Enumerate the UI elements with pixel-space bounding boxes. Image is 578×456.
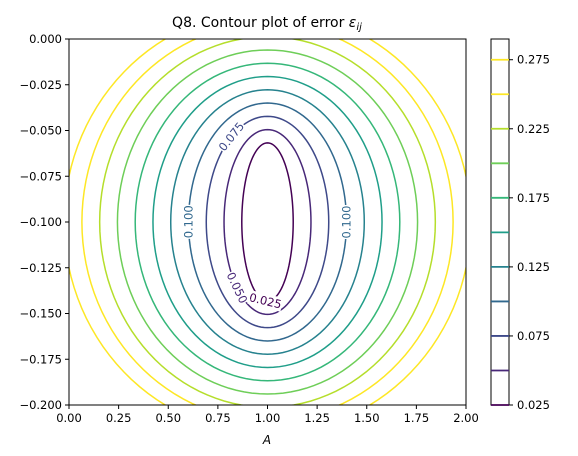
colorbar-tick-label: 0.075 [517,329,550,343]
contour-label: 0.100 [181,205,195,238]
x-tick-label: 1.75 [404,411,430,425]
contour-label: 0.075 [216,119,247,153]
contour-line [241,142,294,302]
contour-line [205,115,330,329]
chart-title: Q8. Contour plot of error εij [172,15,362,33]
y-axis: 0.000 −0.025 −0.050 −0.075 −0.100 −0.125 −0.15… [19,32,69,412]
y-tick-label: −0.175 [19,352,62,366]
contour-label-bg [215,118,248,155]
x-tick-label: 0.50 [155,411,181,425]
x-tick-label: 0.00 [56,411,82,425]
colorbar: 0.275 0.225 0.175 0.125 0.075 0.025 [490,38,550,412]
x-axis: 0.00 0.25 0.50 0.75 1.00 1.25 1.50 1.75 2.00 [56,405,479,425]
y-tick-label: −0.025 [19,78,62,92]
contour-label-bg [339,204,354,239]
y-tick-label: 0.000 [29,32,62,46]
x-tick-label: 1.00 [255,411,281,425]
chart-title-prefix: Q8. Contour plot of error [172,15,349,31]
y-tick-label: −0.075 [19,169,62,183]
x-tick-label: 1.50 [354,411,380,425]
y-tick-label: −0.100 [19,215,62,229]
contour-line [152,75,383,369]
contour-line [81,39,454,405]
contour-label-bg [181,204,196,239]
x-tick-label: 0.75 [205,411,231,425]
contour-line [223,128,312,316]
contour-line [116,49,419,395]
colorbar-tick-label: 0.125 [517,260,550,274]
colorbar-tick-label: 0.025 [517,398,550,412]
contour-label: 0.050 [224,270,251,306]
contour-label: 0.100 [340,206,354,239]
contour-label-bg [223,269,251,307]
x-tick-label: 2.00 [453,411,479,425]
y-tick-label: −0.200 [19,398,62,412]
contour-line [69,39,466,405]
contour-line [98,39,437,405]
y-tick-label: −0.125 [19,261,62,275]
x-axis-label: A [262,433,271,447]
colorbar-tick-label: 0.275 [517,53,550,67]
y-tick-label: −0.150 [19,307,62,321]
contour-label-bg [247,290,284,312]
x-tick-label: 0.25 [106,411,132,425]
chart-title-symbol: ε [349,15,357,31]
plot-frame [68,38,467,406]
contour-line [169,89,366,355]
colorbar-tick-label: 0.175 [517,191,550,205]
contour-line [134,62,401,382]
x-tick-label: 1.25 [304,411,330,425]
colorbar-tick-label: 0.225 [517,122,550,136]
chart-title-subscript: ij [356,22,362,33]
y-tick-label: −0.050 [19,124,62,138]
contour-lines [69,39,466,405]
